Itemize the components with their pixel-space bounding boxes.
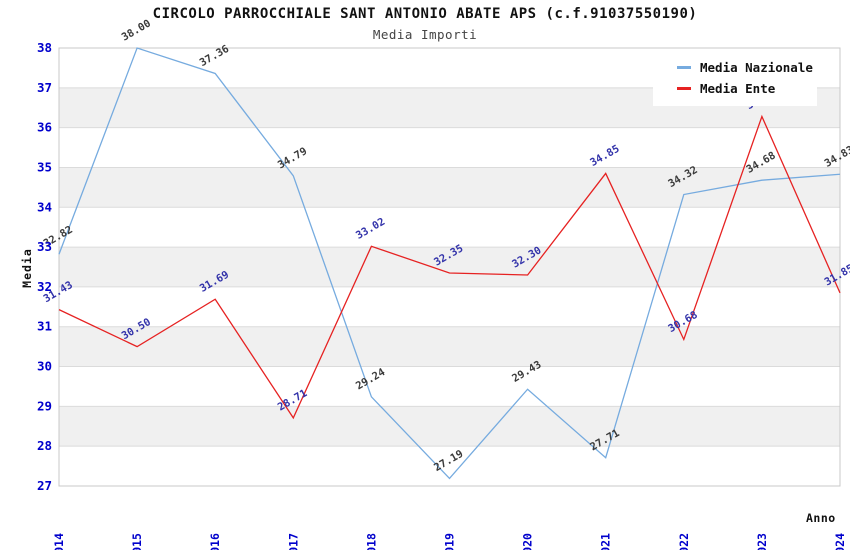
x-tick-label: 2015 [130,533,144,550]
data-label-nazionale: 29.24 [354,366,387,392]
y-axis-title: Media [20,248,34,288]
legend-line-swatch-nazionale-icon [677,66,691,69]
x-tick-label: 2014 [52,533,66,550]
y-tick-label: 36 [37,120,52,135]
plot-band [59,406,840,447]
y-tick-label: 28 [37,438,52,453]
plot-band [59,167,840,208]
y-tick-label: 38 [37,40,52,55]
y-tick-label: 27 [37,478,52,493]
y-tick-label: 29 [37,398,52,413]
data-label-nazionale: 34.83 [823,144,850,170]
y-tick-label: 37 [37,80,52,95]
legend-label: Media Ente [700,81,776,96]
plot-border [58,47,841,487]
data-label-ente: 33.02 [354,216,387,242]
legend-line-swatch-ente-icon [677,87,691,90]
x-axis-title: Anno [806,511,836,525]
x-tick-label: 2024 [833,533,847,550]
legend-item-media-nazionale: Media Nazionale [653,57,813,78]
y-tick-label: 31 [37,319,52,334]
data-label-nazionale: 27.19 [432,448,465,474]
legend-item-media-ente: Media Ente [653,78,811,99]
series-line-nazionale [58,47,841,480]
x-tick-label: 2017 [286,533,300,550]
y-tick-label: 33 [37,239,52,254]
chart-subtitle: Media Importi [372,27,478,42]
x-tick-label: 2019 [443,533,457,550]
y-tick-label: 34 [37,199,52,214]
x-tick-label: 2021 [599,533,613,550]
chart-title: CIRCOLO PARROCCHIALE SANT ANTONIO ABATE … [152,6,698,22]
y-tick-label: 32 [37,279,52,294]
legend: Media Nazionale Media Ente [653,50,817,106]
series-line-ente [58,114,841,420]
x-tick-label: 2020 [521,533,535,550]
data-label-ente: 34.85 [588,143,621,169]
y-tick-label: 30 [37,359,52,374]
legend-label: Media Nazionale [700,60,813,75]
x-tick-label: 2018 [364,533,378,550]
y-tick-label: 35 [37,159,52,174]
data-label-nazionale: 37.36 [198,43,231,69]
plot-band [59,326,840,367]
x-tick-label: 2023 [755,533,769,550]
x-tick-label: 2022 [677,533,691,550]
x-tick-label: 2016 [208,533,222,550]
data-label-nazionale: 38.00 [120,17,153,43]
